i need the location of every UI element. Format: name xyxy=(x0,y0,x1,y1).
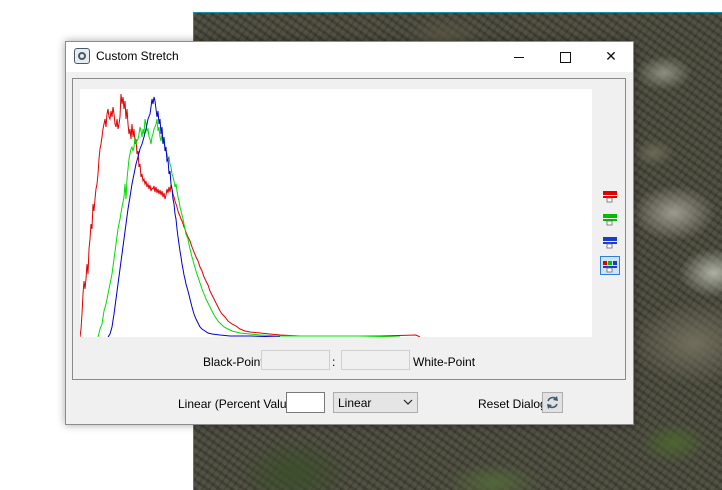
maximize-icon xyxy=(559,51,571,63)
maximize-button[interactable] xyxy=(542,42,588,72)
black-point-label: Black-Point xyxy=(203,355,264,369)
histogram-svg xyxy=(80,93,421,337)
red-histogram-line xyxy=(80,93,421,337)
green-channel-icon xyxy=(603,214,617,226)
reset-dialog-label: Reset Dialog xyxy=(478,397,547,411)
point-separator: : xyxy=(332,355,336,369)
window-title: Custom Stretch xyxy=(96,49,179,63)
white-point-field[interactable] xyxy=(341,350,410,370)
stretch-type-select[interactable]: Linear xyxy=(333,392,418,413)
refresh-icon xyxy=(547,396,558,409)
all-channels-icon xyxy=(603,261,617,273)
reset-dialog-button[interactable] xyxy=(542,392,563,413)
close-button[interactable]: ✕ xyxy=(588,42,634,72)
close-icon: ✕ xyxy=(605,49,617,65)
chevron-down-icon xyxy=(403,396,413,411)
title-bar: Custom Stretch ✕ xyxy=(66,42,633,72)
minimize-button[interactable] xyxy=(496,42,542,72)
stretch-type-value: Linear xyxy=(338,396,372,410)
red-channel-button[interactable] xyxy=(600,188,620,204)
percent-value-label: Linear (Percent Value) xyxy=(178,397,298,411)
black-point-field[interactable] xyxy=(261,350,330,370)
histogram-plot[interactable] xyxy=(80,89,592,337)
percent-value-input[interactable] xyxy=(286,392,325,413)
red-channel-icon xyxy=(603,191,617,203)
white-point-label: White-Point xyxy=(413,355,476,369)
minimize-icon xyxy=(514,56,524,58)
blue-channel-button[interactable] xyxy=(600,234,620,250)
blue-channel-icon xyxy=(603,237,617,249)
green-histogram-line xyxy=(97,118,401,337)
all-channels-button[interactable] xyxy=(600,256,620,275)
green-channel-button[interactable] xyxy=(600,211,620,227)
histogram-group: Black-Point : White-Point xyxy=(72,78,626,380)
blue-histogram-line xyxy=(107,96,281,337)
app-icon xyxy=(74,48,90,64)
custom-stretch-dialog: Custom Stretch ✕ xyxy=(65,41,634,425)
